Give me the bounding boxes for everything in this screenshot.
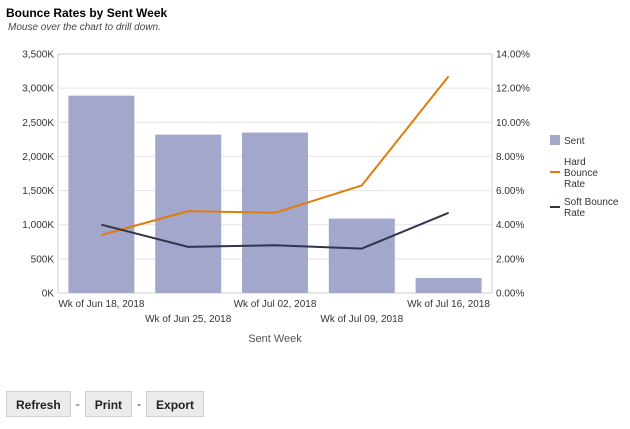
y2-tick-label: 10.00% (496, 118, 530, 129)
separator: - (137, 397, 142, 411)
chart-title: Bounce Rates by Sent Week (6, 6, 168, 20)
x-tick-label: Wk of Jul 16, 2018 (407, 299, 490, 310)
legend-label-hard-bounce: Bounce (564, 168, 598, 179)
y2-tick-label: 14.00% (496, 50, 530, 61)
y-tick-label: 2,500K (22, 118, 54, 129)
print-button[interactable]: Print (84, 391, 133, 417)
legend-label-sent: Sent (564, 136, 585, 147)
y2-tick-label: 0.00% (496, 289, 524, 300)
chart-subtitle: Mouse over the chart to drill down. (8, 22, 161, 33)
legend-label-soft-bounce: Rate (564, 208, 586, 219)
legend-swatch-sent (550, 135, 560, 145)
y-tick-label: 1,500K (22, 186, 54, 197)
y-tick-label: 2,000K (22, 152, 54, 163)
y-tick-label: 1,000K (22, 220, 54, 231)
bar-sent[interactable] (155, 134, 222, 293)
x-axis-title: Sent Week (248, 333, 302, 345)
y2-tick-label: 4.00% (496, 220, 524, 231)
x-tick-label: Wk of Jul 09, 2018 (320, 314, 403, 325)
y-tick-label: 500K (31, 254, 55, 265)
line-hard-bounce-rate[interactable] (101, 75, 450, 236)
y2-tick-label: 2.00% (496, 254, 524, 265)
export-button[interactable]: Export (146, 391, 205, 417)
y-tick-label: 3,000K (22, 84, 54, 95)
y2-tick-label: 12.00% (496, 84, 530, 95)
bar-sent[interactable] (328, 218, 395, 293)
refresh-button[interactable]: Refresh (6, 391, 71, 417)
x-tick-label: Wk of Jun 18, 2018 (58, 299, 145, 310)
x-tick-label: Wk of Jul 02, 2018 (234, 299, 317, 310)
bar-sent[interactable] (415, 277, 482, 293)
legend-label-soft-bounce: Soft Bounce (564, 197, 619, 208)
y-tick-label: 3,500K (22, 50, 54, 61)
bounce-rate-chart[interactable]: 0K 0.00% 500K 2.00% 1,000K 4.00% 1,500K 6.00% 2,… (0, 0, 630, 380)
line-soft-bounce-rate[interactable] (101, 211, 449, 250)
legend-label-hard-bounce: Rate (564, 179, 586, 190)
bar-sent[interactable] (68, 95, 135, 293)
y2-tick-label: 8.00% (496, 152, 524, 163)
legend-label-hard-bounce: Hard (564, 157, 586, 168)
y-tick-label: 0K (42, 289, 55, 300)
y2-tick-label: 6.00% (496, 186, 524, 197)
action-toolbar: Refresh - Print - Export (6, 391, 205, 417)
x-tick-label: Wk of Jun 25, 2018 (145, 314, 232, 325)
separator: - (75, 397, 80, 411)
